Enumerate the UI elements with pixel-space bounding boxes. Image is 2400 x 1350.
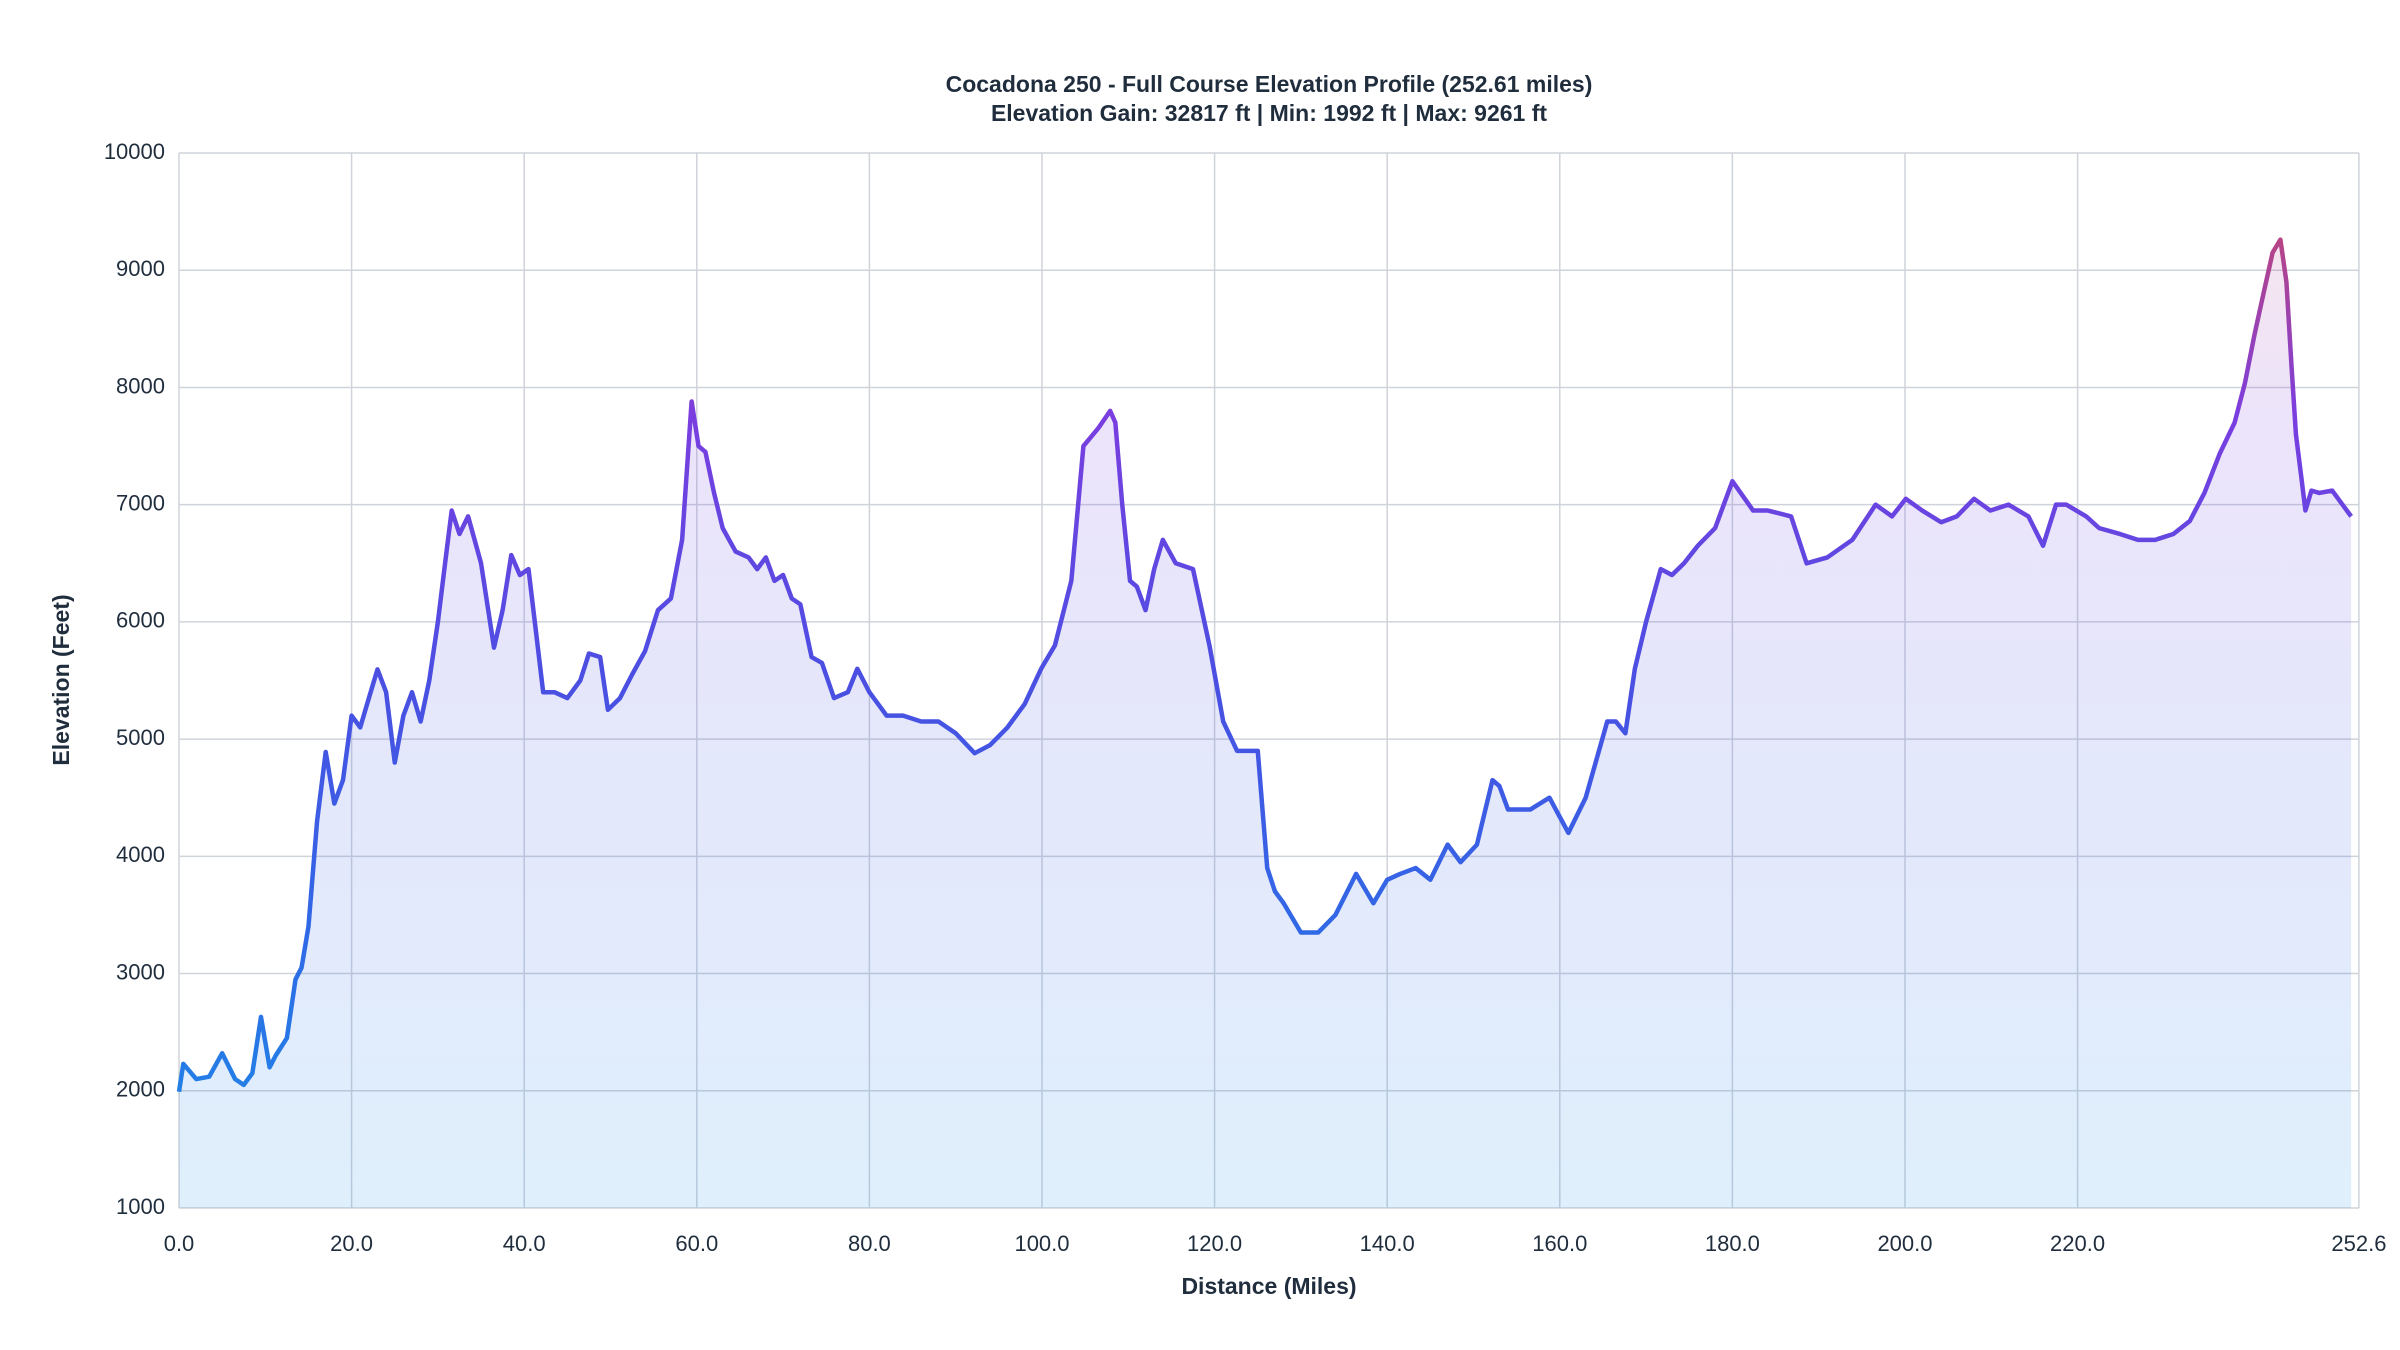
x-tick-label: 60.0: [675, 1231, 718, 1256]
area-fill: [179, 239, 2352, 1208]
x-tick-label: 252.6: [2331, 1231, 2386, 1256]
x-tick-label: 80.0: [848, 1231, 891, 1256]
y-tick-label: 7000: [116, 490, 165, 515]
y-tick-label: 1000: [116, 1194, 165, 1219]
x-tick-label: 220.0: [2050, 1231, 2105, 1256]
y-tick-label: 6000: [116, 608, 165, 633]
x-tick-label: 40.0: [503, 1231, 546, 1256]
chart-title: Cocadona 250 - Full Course Elevation Pro…: [946, 71, 1593, 97]
x-tick-label: 140.0: [1360, 1231, 1415, 1256]
x-tick-label: 20.0: [330, 1231, 373, 1256]
x-tick-label: 200.0: [1877, 1231, 1932, 1256]
elevation-line: [176, 237, 2353, 1093]
y-tick-label: 10000: [104, 139, 165, 164]
x-tick-label: 0.0: [164, 1231, 195, 1256]
x-tick-label: 100.0: [1014, 1231, 1069, 1256]
y-tick-label: 8000: [116, 373, 165, 398]
x-tick-label: 160.0: [1532, 1231, 1587, 1256]
y-tick-label: 9000: [116, 256, 165, 281]
x-axis-label: Distance (Miles): [1181, 1273, 1356, 1299]
chart-subtitle: Elevation Gain: 32817 ft | Min: 1992 ft …: [991, 100, 1547, 126]
y-tick-label: 3000: [116, 959, 165, 984]
y-axis-label: Elevation (Feet): [48, 594, 74, 765]
y-tick-label: 4000: [116, 842, 165, 867]
x-tick-label: 180.0: [1705, 1231, 1760, 1256]
y-tick-label: 2000: [116, 1077, 165, 1102]
y-tick-label: 5000: [116, 725, 165, 750]
x-tick-label: 120.0: [1187, 1231, 1242, 1256]
